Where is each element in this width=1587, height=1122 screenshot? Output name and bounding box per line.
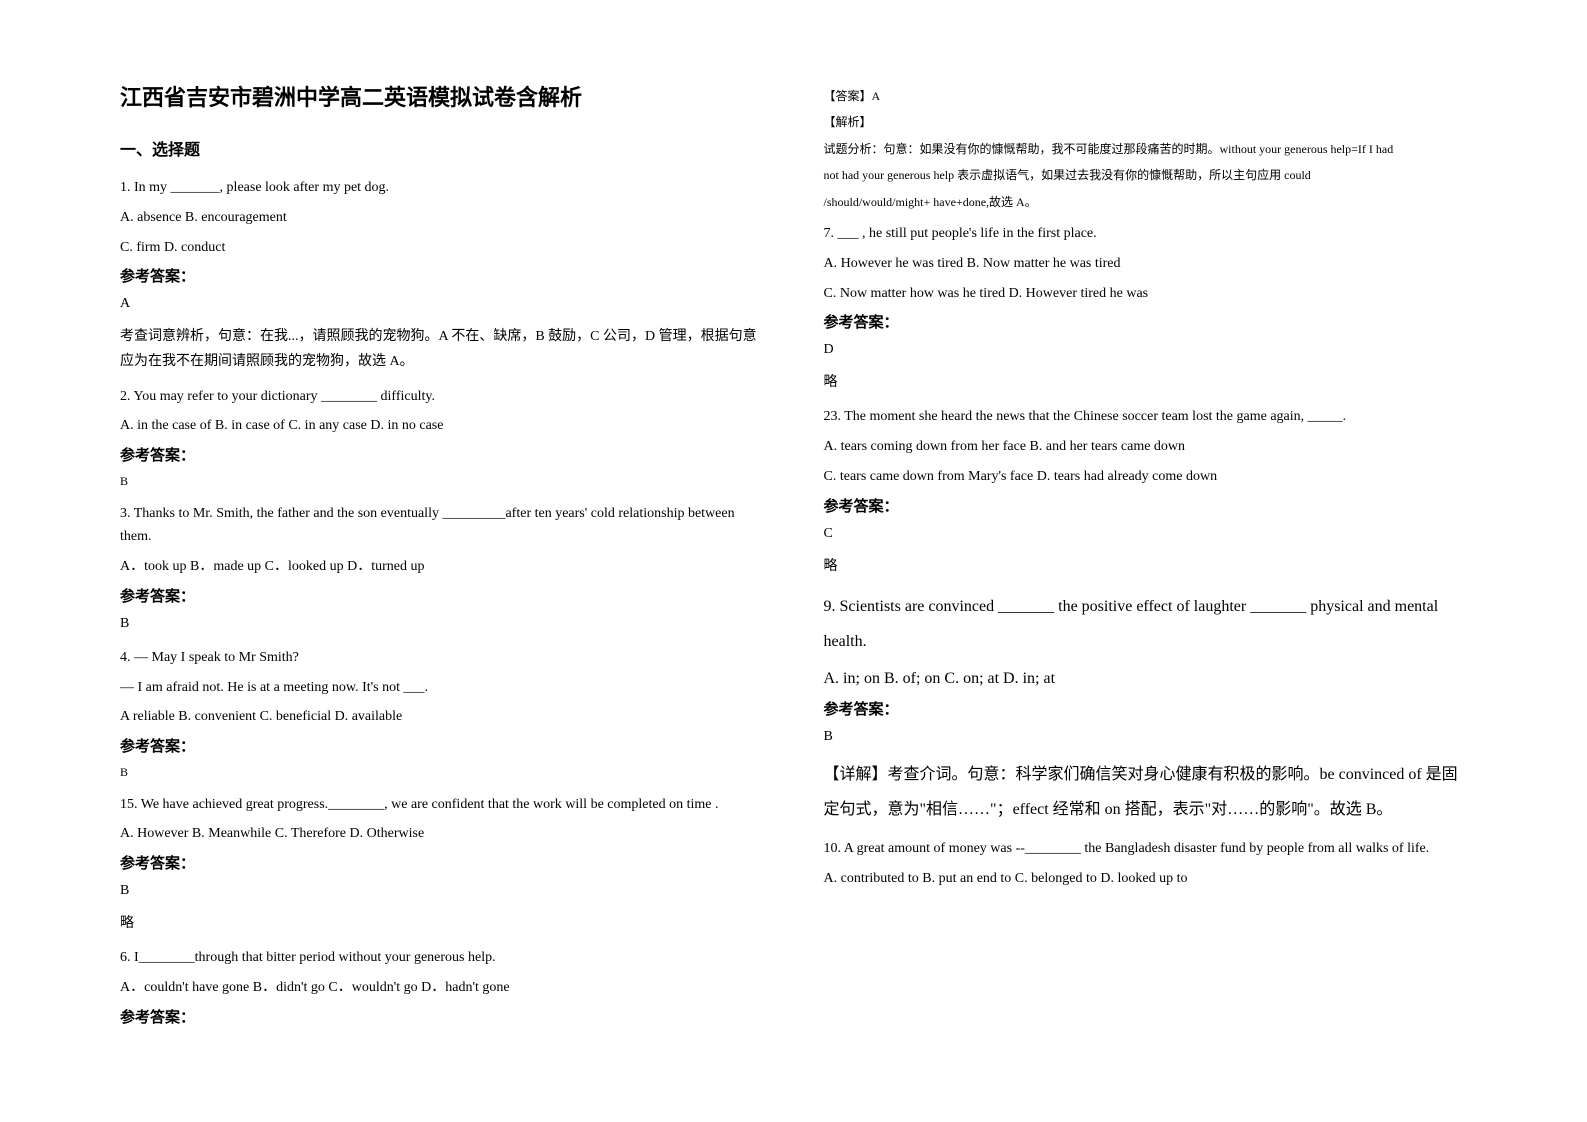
question-4: 4. — May I speak to Mr Smith? — I am afr… bbox=[120, 646, 764, 783]
q5-explain: 略 bbox=[120, 911, 764, 936]
q4-opts: A reliable B. convenient C. beneficial D… bbox=[120, 705, 764, 729]
q6-exp3: /should/would/might+ have+done,故选 A。 bbox=[824, 192, 1468, 212]
question-10: 10. A great amount of money was --______… bbox=[824, 837, 1468, 891]
q2-answer: B bbox=[120, 471, 764, 491]
q8-answer: C bbox=[824, 522, 1468, 546]
q1-explain: 考查词意辨析，句意：在我...，请照顾我的宠物狗。A 不在、缺席，B 鼓励，C … bbox=[120, 324, 764, 374]
q7-stem: 7. ___ , he still put people's life in t… bbox=[824, 222, 1468, 246]
q1-answer: A bbox=[120, 292, 764, 316]
q6-exp1: 试题分析：句意：如果没有你的慷慨帮助，我不可能度过那段痛苦的时期。without… bbox=[824, 139, 1468, 159]
q1-ref: 参考答案： bbox=[120, 265, 764, 286]
q3-opts: A．took up B．made up C．looked up D．turned… bbox=[120, 555, 764, 579]
q9-stem: 9. Scientists are convinced _______ the … bbox=[824, 589, 1468, 659]
q9-opts: A. in; on B. of; on C. on; at D. in; at bbox=[824, 665, 1468, 692]
q7-ref: 参考答案： bbox=[824, 311, 1468, 332]
q6-ans-label: 【答案】 bbox=[824, 89, 872, 103]
q5-ref: 参考答案： bbox=[120, 852, 764, 873]
doc-title: 江西省吉安市碧洲中学高二英语模拟试卷含解析 bbox=[120, 80, 764, 112]
q5-opts: A. However B. Meanwhile C. Therefore D. … bbox=[120, 822, 764, 846]
q6-opts: A．couldn't have gone B．didn't go C．would… bbox=[120, 976, 764, 1000]
question-5: 15. We have achieved great progress.____… bbox=[120, 793, 764, 937]
q8-opts1: A. tears coming down from her face B. an… bbox=[824, 435, 1468, 459]
q6-exp-label: 【解析】 bbox=[824, 112, 1468, 132]
q8-stem: 23. The moment she heard the news that t… bbox=[824, 405, 1468, 429]
q10-opts: A. contributed to B. put an end to C. be… bbox=[824, 867, 1468, 891]
q7-explain: 略 bbox=[824, 370, 1468, 395]
q3-answer: B bbox=[120, 612, 764, 636]
section-header: 一、选择题 bbox=[120, 136, 764, 160]
q2-opts: A. in the case of B. in case of C. in an… bbox=[120, 414, 764, 438]
q5-stem: 15. We have achieved great progress.____… bbox=[120, 793, 764, 817]
q6-ans: A bbox=[872, 89, 881, 103]
question-7: 7. ___ , he still put people's life in t… bbox=[824, 222, 1468, 395]
question-2: 2. You may refer to your dictionary ____… bbox=[120, 385, 764, 492]
q8-explain: 略 bbox=[824, 554, 1468, 579]
q1-opts-row2: C. firm D. conduct bbox=[120, 236, 764, 260]
q7-opts1: A. However he was tired B. Now matter he… bbox=[824, 252, 1468, 276]
q3-stem: 3. Thanks to Mr. Smith, the father and t… bbox=[120, 502, 764, 550]
question-3: 3. Thanks to Mr. Smith, the father and t… bbox=[120, 502, 764, 636]
q2-stem: 2. You may refer to your dictionary ____… bbox=[120, 385, 764, 409]
q10-stem: 10. A great amount of money was --______… bbox=[824, 837, 1468, 861]
q7-answer: D bbox=[824, 338, 1468, 362]
q9-explain: 【详解】考查介词。句意：科学家们确信笑对身心健康有积极的影响。be convin… bbox=[824, 757, 1468, 827]
q7-opts2: C. Now matter how was he tired D. Howeve… bbox=[824, 282, 1468, 306]
q6-ref: 参考答案： bbox=[120, 1006, 764, 1027]
q6-answer-block: 【答案】A 【解析】 试题分析：句意：如果没有你的慷慨帮助，我不可能度过那段痛苦… bbox=[824, 86, 1468, 212]
q3-ref: 参考答案： bbox=[120, 585, 764, 606]
q1-stem: 1. In my _______, please look after my p… bbox=[120, 176, 764, 200]
q8-ref: 参考答案： bbox=[824, 495, 1468, 516]
q4-stem1: 4. — May I speak to Mr Smith? bbox=[120, 646, 764, 670]
q2-ref: 参考答案： bbox=[120, 444, 764, 465]
q6-ans-line: 【答案】A bbox=[824, 86, 1468, 106]
question-6: 6. I________through that bitter period w… bbox=[120, 946, 764, 1027]
q6-stem: 6. I________through that bitter period w… bbox=[120, 946, 764, 970]
q4-ref: 参考答案： bbox=[120, 735, 764, 756]
q4-stem2: — I am afraid not. He is at a meeting no… bbox=[120, 676, 764, 700]
q4-answer: B bbox=[120, 762, 764, 782]
question-8: 23. The moment she heard the news that t… bbox=[824, 405, 1468, 578]
question-9: 9. Scientists are convinced _______ the … bbox=[824, 589, 1468, 828]
question-1: 1. In my _______, please look after my p… bbox=[120, 176, 764, 375]
q9-answer: B bbox=[824, 725, 1468, 749]
q1-opts-row1: A. absence B. encouragement bbox=[120, 206, 764, 230]
q6-exp2: not had your generous help 表示虚拟语气，如果过去我没… bbox=[824, 165, 1468, 185]
q5-answer: B bbox=[120, 879, 764, 903]
q8-opts2: C. tears came down from Mary's face D. t… bbox=[824, 465, 1468, 489]
q9-ref: 参考答案： bbox=[824, 698, 1468, 719]
